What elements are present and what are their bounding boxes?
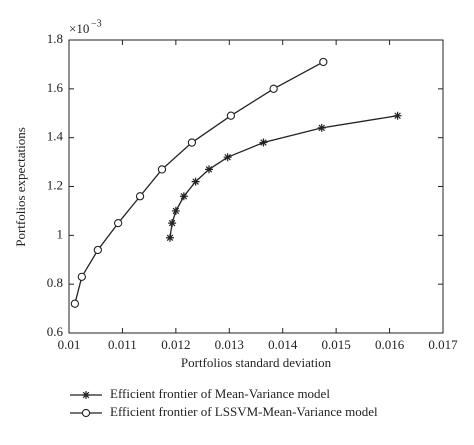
legend-label: Efficient frontier of Mean-Variance mode… [110, 386, 330, 401]
circle-marker [157, 165, 167, 174]
y-multiplier: ×10 [69, 21, 89, 36]
circle-marker [187, 138, 197, 147]
circle-marker [114, 218, 123, 228]
circle-marker [319, 57, 328, 67]
x-tick-label: 0.016 [375, 337, 405, 352]
y-tick-label: 1.8 [47, 31, 63, 46]
star-marker [204, 165, 213, 174]
star-marker [168, 219, 177, 228]
plot-frame [68, 39, 444, 334]
star-marker [171, 206, 180, 215]
circle-marker [135, 192, 145, 201]
circle-marker [269, 84, 278, 93]
y-tick-label: 0.8 [47, 275, 63, 290]
star-marker [317, 123, 326, 132]
y-multiplier-exponent: −3 [91, 18, 102, 29]
star-marker [191, 177, 200, 186]
star-marker [179, 192, 188, 201]
x-tick-label: 0.011 [108, 337, 137, 352]
legend-label: Efficient frontier of LSSVM-Mean-Varianc… [110, 404, 378, 419]
circle-marker [226, 111, 236, 120]
circle-marker [93, 245, 103, 255]
x-axis-label: Portfolios standard deviation [181, 355, 332, 370]
y-axis-label: Portfolios expectations [13, 127, 28, 247]
star-marker [393, 111, 402, 120]
star-marker [165, 233, 174, 242]
y-tick-label: 0.6 [47, 324, 64, 339]
y-tick-label: 1.4 [47, 129, 64, 144]
x-tick-label: 0.014 [268, 337, 298, 352]
x-tick-label: 0.012 [161, 337, 190, 352]
x-tick-label: 0.01 [58, 337, 81, 352]
series-line [74, 61, 324, 304]
x-tick-label: 0.017 [428, 337, 458, 352]
circle-marker [81, 408, 91, 418]
circle-marker [70, 299, 80, 308]
star-marker [82, 391, 90, 399]
x-tick-label: 0.015 [322, 337, 351, 352]
x-tick-label: 0.013 [215, 337, 244, 352]
y-tick-label: 1.2 [47, 177, 63, 192]
series-line [169, 115, 398, 238]
y-tick-label: 1 [57, 226, 64, 241]
star-marker [223, 153, 232, 162]
circle-marker [77, 272, 86, 281]
y-tick-label: 1.6 [47, 80, 64, 95]
star-marker [259, 138, 268, 147]
